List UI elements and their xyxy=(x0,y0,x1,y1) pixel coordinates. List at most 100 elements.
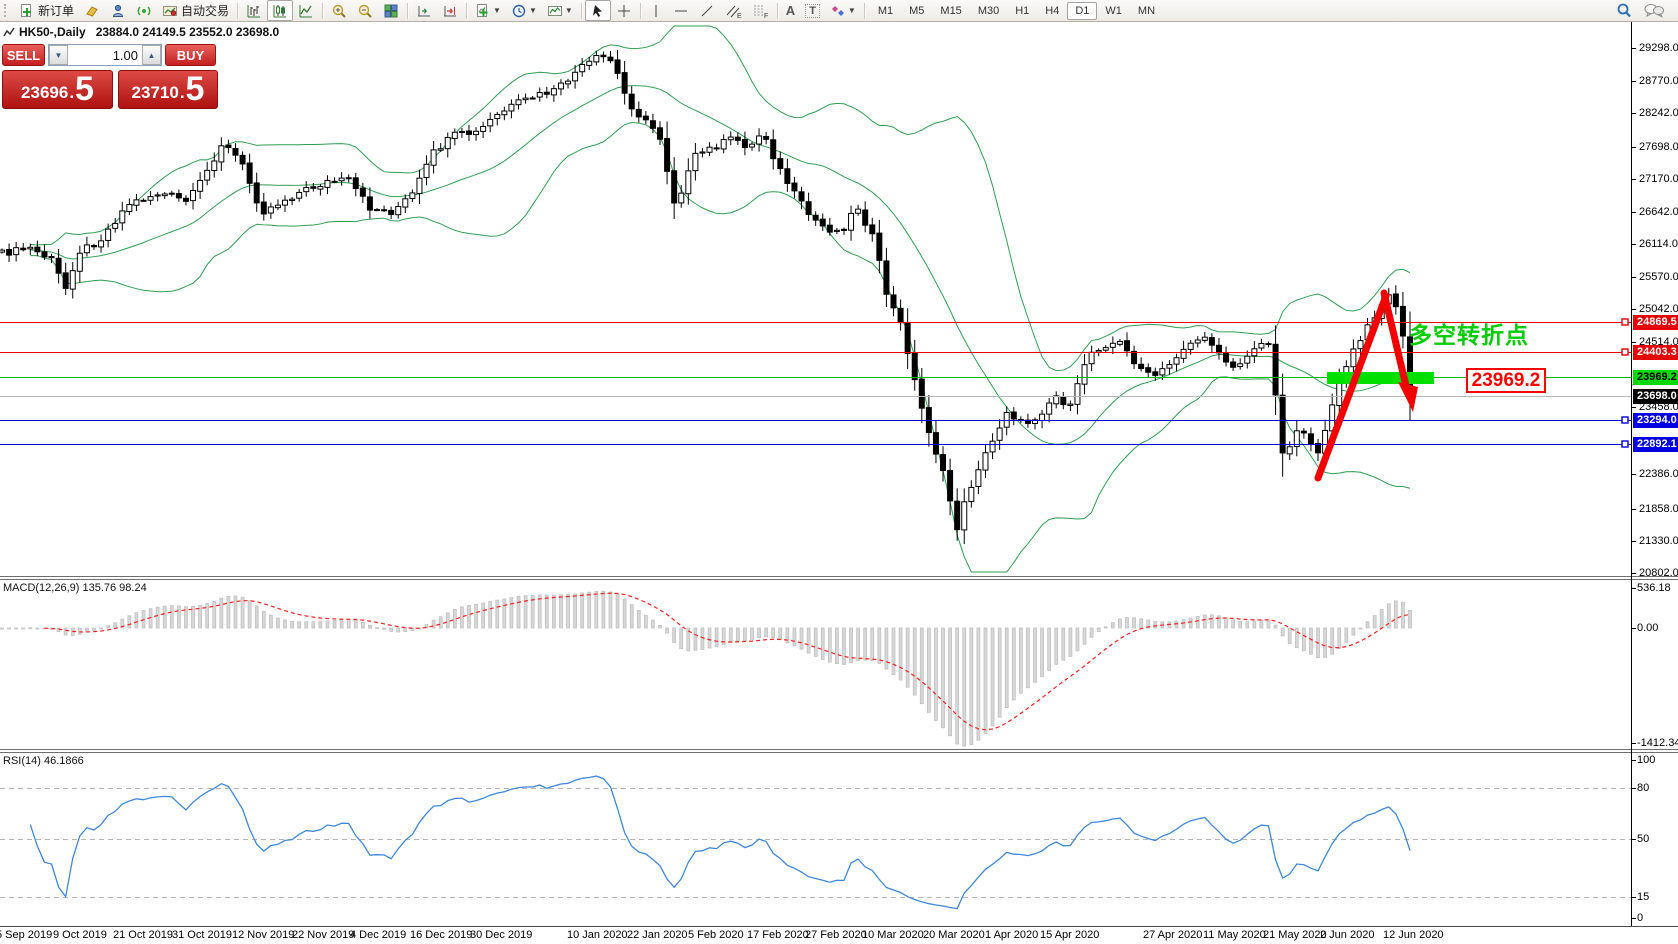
auto-trading-button[interactable]: 自动交易 xyxy=(157,0,234,21)
new-order-button[interactable]: 新订单 xyxy=(14,0,79,21)
price-tick-label: 21858.0 xyxy=(1639,503,1678,515)
signals-button[interactable] xyxy=(131,0,157,21)
bar-chart-button[interactable] xyxy=(241,0,267,21)
horizontal-line-tool[interactable] xyxy=(668,0,694,21)
timeframe-m5[interactable]: M5 xyxy=(909,4,925,17)
auto-scroll-icon xyxy=(418,5,431,16)
add-indicator-icon xyxy=(477,3,488,17)
community-chat-button[interactable] xyxy=(1638,0,1670,21)
date-label: 12 Jun 2020 xyxy=(1383,929,1444,941)
volume-increase-button[interactable]: ▲ xyxy=(142,45,161,65)
price-tick-label: 22386.0 xyxy=(1639,468,1678,480)
date-label: 31 Oct 2019 xyxy=(172,929,232,941)
price-callout-box[interactable]: 23969.2 xyxy=(1466,368,1546,393)
chart-shift-button[interactable] xyxy=(437,0,463,21)
indicators-dropdown-caret[interactable]: ▼ xyxy=(493,6,501,15)
arrows-tool[interactable]: ▼ xyxy=(825,0,861,21)
timeframe-h4[interactable]: H4 xyxy=(1045,4,1060,17)
periods-button[interactable]: ▼ xyxy=(506,0,542,21)
market-watch-icon xyxy=(86,5,98,17)
volume-value[interactable]: 1.00 xyxy=(112,47,138,63)
candlestick-chart-button[interactable] xyxy=(267,0,294,21)
rsi-tick-label: 0 xyxy=(1637,912,1644,924)
volume-stepper[interactable]: ▼ 1.00 ▲ xyxy=(48,44,162,66)
timeframe-m15[interactable]: M15 xyxy=(940,4,962,17)
periods-dropdown-caret[interactable]: ▼ xyxy=(528,6,537,15)
arrows-dropdown-caret[interactable]: ▼ xyxy=(847,6,856,15)
templates-button[interactable]: ▼ xyxy=(542,0,578,21)
date-label: 22 Nov 2019 xyxy=(292,929,355,941)
price-tick-label: 26642.0 xyxy=(1639,206,1678,218)
clock-icon xyxy=(512,4,526,17)
data-window-button[interactable] xyxy=(105,0,131,21)
date-label: 4 Dec 2019 xyxy=(350,929,407,941)
macd-tick-label: -1412.34 xyxy=(1637,737,1678,749)
search-icon xyxy=(1617,3,1631,18)
auto-scroll-button[interactable] xyxy=(411,0,437,21)
cursor-tool-button[interactable] xyxy=(584,0,611,21)
sell-price-main: 23696 xyxy=(21,83,69,102)
toolbar-separator xyxy=(776,2,778,19)
price-tick-label: 27698.0 xyxy=(1639,141,1678,153)
toolbar-right-group xyxy=(1610,0,1678,21)
text-tool-icon: A xyxy=(785,3,796,18)
date-label: 30 Dec 2019 xyxy=(470,929,533,941)
timeframe-h1[interactable]: H1 xyxy=(1015,4,1030,17)
text-label-tool[interactable]: T xyxy=(800,0,825,21)
zoom-in-button[interactable] xyxy=(326,0,352,21)
turning-point-annotation[interactable]: 多空转折点 xyxy=(1409,322,1529,348)
buy-price-main: 23710 xyxy=(131,83,179,102)
text-tool[interactable]: A xyxy=(781,0,800,21)
auto-trading-label: 自动交易 xyxy=(181,4,230,18)
crosshair-icon xyxy=(617,4,630,17)
market-watch-button[interactable] xyxy=(79,0,105,21)
toolbar-separator xyxy=(322,2,324,19)
timeframe-mn[interactable]: MN xyxy=(1137,4,1156,17)
timeframe-m1[interactable]: M1 xyxy=(877,4,894,17)
date-label: 5 Sep 2019 xyxy=(0,929,53,941)
tile-windows-button[interactable] xyxy=(378,0,404,21)
date-label: 15 Apr 2020 xyxy=(1040,929,1100,941)
price-tag: 22892.1 xyxy=(1633,437,1678,452)
volume-decrease-button[interactable]: ▼ xyxy=(49,45,68,65)
timeframe-group: M1 M5 M15 M30 H1 H4 D1 W1 MN xyxy=(870,1,1163,20)
templates-dropdown-caret[interactable]: ▼ xyxy=(564,6,573,15)
price-tick-label: 23458.0 xyxy=(1639,401,1678,413)
main-toolbar: 新订单 自动交易 xyxy=(0,0,1678,22)
channel-icon: E xyxy=(726,5,742,19)
sell-price-box[interactable]: 23696 . 5 xyxy=(2,70,113,109)
timeframe-w1[interactable]: W1 xyxy=(1105,4,1122,17)
buy-price-box[interactable]: 23710 . 5 xyxy=(118,70,218,109)
sell-price-dot: . xyxy=(69,83,75,102)
timeframe-m30[interactable]: M30 xyxy=(977,4,1000,17)
crosshair-tool-button[interactable] xyxy=(611,0,637,21)
auto-trading-icon xyxy=(163,5,178,16)
zoom-out-icon xyxy=(358,4,372,18)
ohlc-values: 23884.0 24149.5 23552.0 23698.0 xyxy=(95,25,280,39)
text-label-icon: T xyxy=(805,3,820,18)
trendline-tool[interactable] xyxy=(694,0,720,21)
horizontal-line-icon xyxy=(674,10,687,11)
vertical-line-tool[interactable] xyxy=(644,0,668,21)
indicators-button[interactable]: ▼ xyxy=(470,0,506,21)
zoom-out-button[interactable] xyxy=(352,0,378,21)
date-label: 27 Apr 2020 xyxy=(1143,929,1203,941)
search-button[interactable] xyxy=(1610,0,1638,21)
sell-button[interactable]: SELL xyxy=(2,44,45,66)
fibonacci-tool[interactable]: F xyxy=(747,0,774,21)
price-tag: 23698.0 xyxy=(1633,389,1678,404)
fibonacci-icon: F xyxy=(753,5,768,19)
timeframe-d1[interactable]: D1 xyxy=(1067,1,1098,20)
line-chart-button[interactable] xyxy=(293,0,319,21)
svg-text:F: F xyxy=(764,13,768,19)
toolbar-separator xyxy=(407,2,409,19)
date-label: 17 Feb 2020 xyxy=(747,929,809,941)
sell-button-label: SELL xyxy=(6,47,41,63)
price-tag: 24869.5 xyxy=(1633,315,1678,330)
price-tag: 24403.3 xyxy=(1633,345,1678,360)
price-tick-label: 27170.0 xyxy=(1639,173,1678,185)
signal-icon xyxy=(137,6,151,15)
buy-button[interactable]: BUY xyxy=(165,44,216,66)
equidistant-channel-tool[interactable]: E xyxy=(720,0,747,21)
